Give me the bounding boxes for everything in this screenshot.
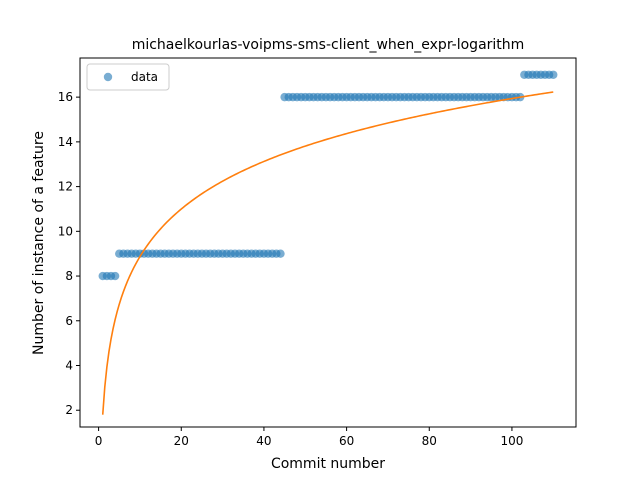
y-tick-label: 2 [65, 403, 73, 417]
y-tick-label: 4 [65, 359, 73, 373]
y-axis-title: Number of instance of a feature [31, 131, 47, 355]
data-point [110, 271, 120, 281]
legend-marker [103, 72, 113, 82]
legend-box [86, 63, 170, 91]
x-tick-label: 100 [500, 434, 523, 448]
y-tick-label: 10 [58, 224, 73, 238]
chart-title: michaelkourlas-voipms-sms-client_when_ex… [132, 37, 525, 53]
x-tick-label: 20 [174, 434, 189, 448]
x-tick-label: 0 [95, 434, 103, 448]
legend-label: data [131, 70, 158, 84]
y-tick-label: 14 [58, 135, 73, 149]
data-point [276, 249, 285, 258]
x-tick-label: 60 [339, 434, 354, 448]
plot-frame [79, 57, 577, 428]
data-point [549, 70, 558, 79]
x-tick-label: 40 [256, 434, 271, 448]
y-tick-label: 12 [58, 180, 73, 194]
x-tick-label: 80 [422, 434, 437, 448]
legend: data [86, 63, 170, 91]
x-axis-title: Commit number [271, 456, 385, 472]
axes: 0 20 40 60 80 100 2 4 6 8 10 12 14 16 [58, 57, 577, 448]
y-tick-label: 16 [58, 90, 73, 104]
fit-line [101, 91, 554, 415]
y-tick-label: 8 [65, 269, 73, 283]
plot-area [98, 70, 558, 415]
y-tick-label: 6 [65, 314, 73, 328]
